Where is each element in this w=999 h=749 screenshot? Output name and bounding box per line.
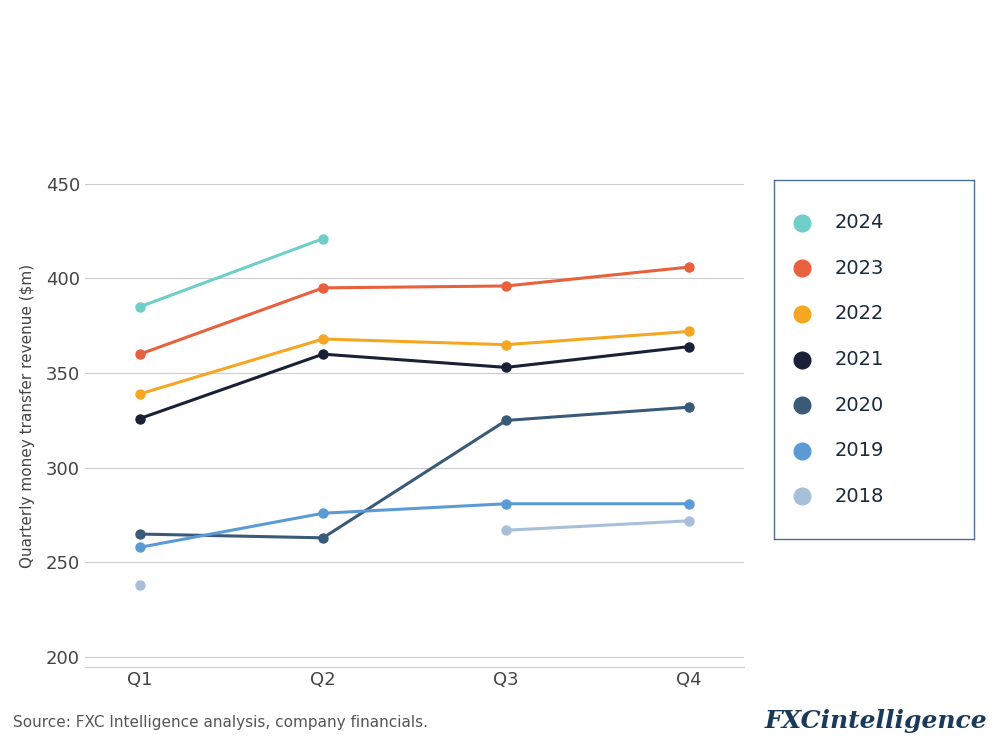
Text: Ria and Xe produce record results for Euronet money transfers: Ria and Xe produce record results for Eu… — [13, 28, 999, 56]
Text: FXCintelligence: FXCintelligence — [764, 709, 987, 733]
Text: 2023: 2023 — [834, 259, 883, 278]
Text: 2018: 2018 — [834, 487, 883, 506]
Text: Source: FXC Intelligence analysis, company financials.: Source: FXC Intelligence analysis, compa… — [13, 715, 428, 730]
Y-axis label: Quarterly money transfer revenue ($m): Quarterly money transfer revenue ($m) — [20, 264, 35, 568]
Text: 2022: 2022 — [834, 305, 883, 324]
Text: 2019: 2019 — [834, 441, 883, 460]
Text: 2021: 2021 — [834, 350, 883, 369]
Text: 2024: 2024 — [834, 213, 883, 232]
Text: 2020: 2020 — [834, 395, 883, 414]
Text: Euronet quarterly money transfer division (Ria & Xe) performance, 2018-2024: Euronet quarterly money transfer divisio… — [13, 89, 776, 108]
